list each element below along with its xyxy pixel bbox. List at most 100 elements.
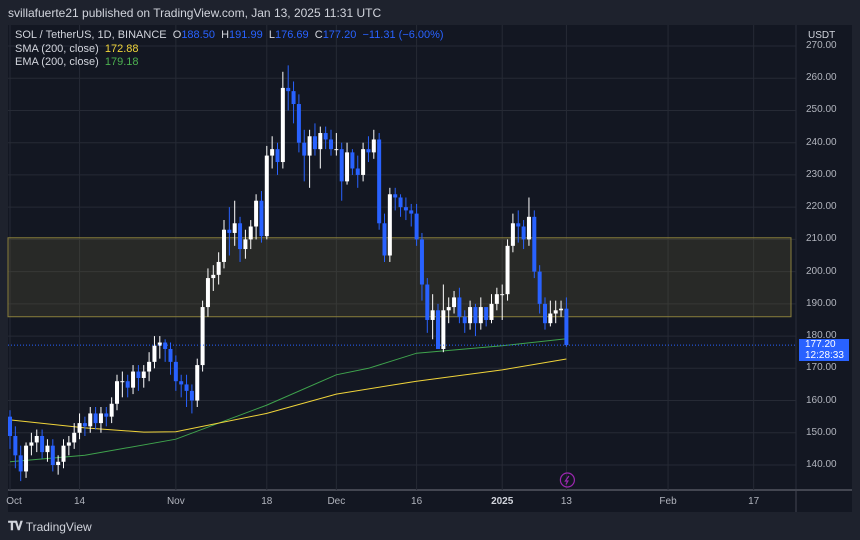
candle-down <box>82 423 87 427</box>
candle-down <box>13 435 18 456</box>
time-tick-label: 13 <box>560 496 572 507</box>
candle-down <box>323 133 328 140</box>
sma-legend[interactable]: SMA (200, close) 172.88 <box>15 43 139 55</box>
candle-down <box>398 197 403 208</box>
candle-down <box>403 207 408 211</box>
price-tick-label: 180.00 <box>806 330 837 342</box>
support-resistance-zone <box>7 237 792 318</box>
candle-down <box>329 139 333 150</box>
time-tick-label: Nov <box>166 496 185 507</box>
candle-down <box>521 226 526 240</box>
current-price-tag: 177.20 12:28:33 <box>799 339 849 361</box>
lightning-icon[interactable] <box>559 472 576 488</box>
candle-up <box>441 310 446 349</box>
candle-down <box>302 142 307 156</box>
close-value: 177.20 <box>322 29 357 41</box>
candle-down <box>163 342 168 349</box>
candle-down <box>393 194 398 198</box>
time-tick-label: Oct <box>6 496 22 507</box>
price-tick-label: 240.00 <box>806 136 837 148</box>
candle-down <box>136 371 141 378</box>
candle-up <box>195 365 200 401</box>
candle-up <box>72 432 77 443</box>
ema-200-line <box>9 338 567 463</box>
change-value: −11.31 (−6.00%) <box>362 29 444 41</box>
low-value: 176.69 <box>274 29 309 41</box>
price-tick-label: 170.00 <box>806 362 837 374</box>
candle-up <box>264 155 269 237</box>
time-tick-label: 14 <box>73 496 86 507</box>
candle-down <box>93 413 98 424</box>
candle-up <box>120 381 125 383</box>
candle-down <box>8 416 12 436</box>
candle-up <box>216 261 221 275</box>
candle-up <box>510 223 515 246</box>
candle-down <box>227 229 232 233</box>
candle-up <box>387 194 392 256</box>
currency-label[interactable]: USDT <box>808 30 836 41</box>
candle-up <box>248 226 253 240</box>
open-value: 188.50 <box>181 29 215 41</box>
candle-up <box>88 413 93 427</box>
tradingview-logo-icon: 𝐓𝐕 <box>8 519 23 533</box>
candle-up <box>152 345 157 362</box>
footer-brand[interactable]: 𝐓𝐕 TradingView <box>8 519 92 534</box>
candle-up <box>157 342 162 346</box>
high-label: H <box>221 29 230 41</box>
candle-up <box>494 294 499 304</box>
price-tick-label: 200.00 <box>806 265 837 277</box>
price-tick-label: 150.00 <box>806 426 837 438</box>
price-tick-label: 230.00 <box>806 168 837 180</box>
candle-up <box>371 139 376 153</box>
sma-200-line <box>9 358 567 433</box>
candle-down <box>18 455 23 472</box>
candle-up <box>109 403 114 417</box>
candle-down <box>104 413 109 417</box>
candle-up <box>66 442 71 446</box>
candle-up <box>131 371 136 388</box>
time-tick-label: Feb <box>659 496 677 507</box>
candle-up <box>345 152 350 182</box>
brand-name: TradingView <box>25 519 92 534</box>
sma-label: SMA (200, close) <box>15 43 99 55</box>
close-label: C <box>314 29 323 41</box>
price-axis-bg <box>796 25 852 490</box>
candle-up <box>307 136 312 156</box>
price-tick-label: 220.00 <box>806 201 837 213</box>
candle-up <box>280 87 285 163</box>
candle-down <box>184 384 189 391</box>
candle-up <box>489 303 494 320</box>
candle-up <box>318 133 323 150</box>
chart-pane[interactable] <box>8 25 852 512</box>
candle-up <box>141 371 146 378</box>
candle-up <box>45 445 50 453</box>
open-label: O <box>172 29 182 41</box>
candle-up <box>334 149 339 151</box>
time-tick-label: 2025 <box>491 496 514 507</box>
candle-down <box>125 381 130 388</box>
candle-up <box>505 245 510 295</box>
candle-up <box>452 297 457 308</box>
candle-up <box>29 442 34 446</box>
candle-up <box>211 274 216 279</box>
time-tick-label: 16 <box>411 496 423 507</box>
ema-legend[interactable]: EMA (200, close) 179.18 <box>15 56 139 68</box>
price-tick-label: 260.00 <box>806 72 837 84</box>
candle-down <box>462 316 467 324</box>
candle-up <box>77 423 82 433</box>
candle-down <box>473 307 478 324</box>
candle-up <box>254 200 259 227</box>
candle-up <box>559 308 564 311</box>
candle-down <box>50 445 55 465</box>
candle-up <box>361 149 366 175</box>
high-value: 191.99 <box>229 29 263 41</box>
candle-up <box>468 307 473 324</box>
candle-down <box>40 435 45 453</box>
candle-down <box>382 223 387 256</box>
publish-info: svillafuerte21 published on TradingView.… <box>8 6 382 20</box>
candle-down <box>409 210 414 214</box>
candle-down <box>312 136 317 150</box>
ema-label: EMA (200, close) <box>15 56 99 68</box>
candle-down <box>339 149 344 182</box>
